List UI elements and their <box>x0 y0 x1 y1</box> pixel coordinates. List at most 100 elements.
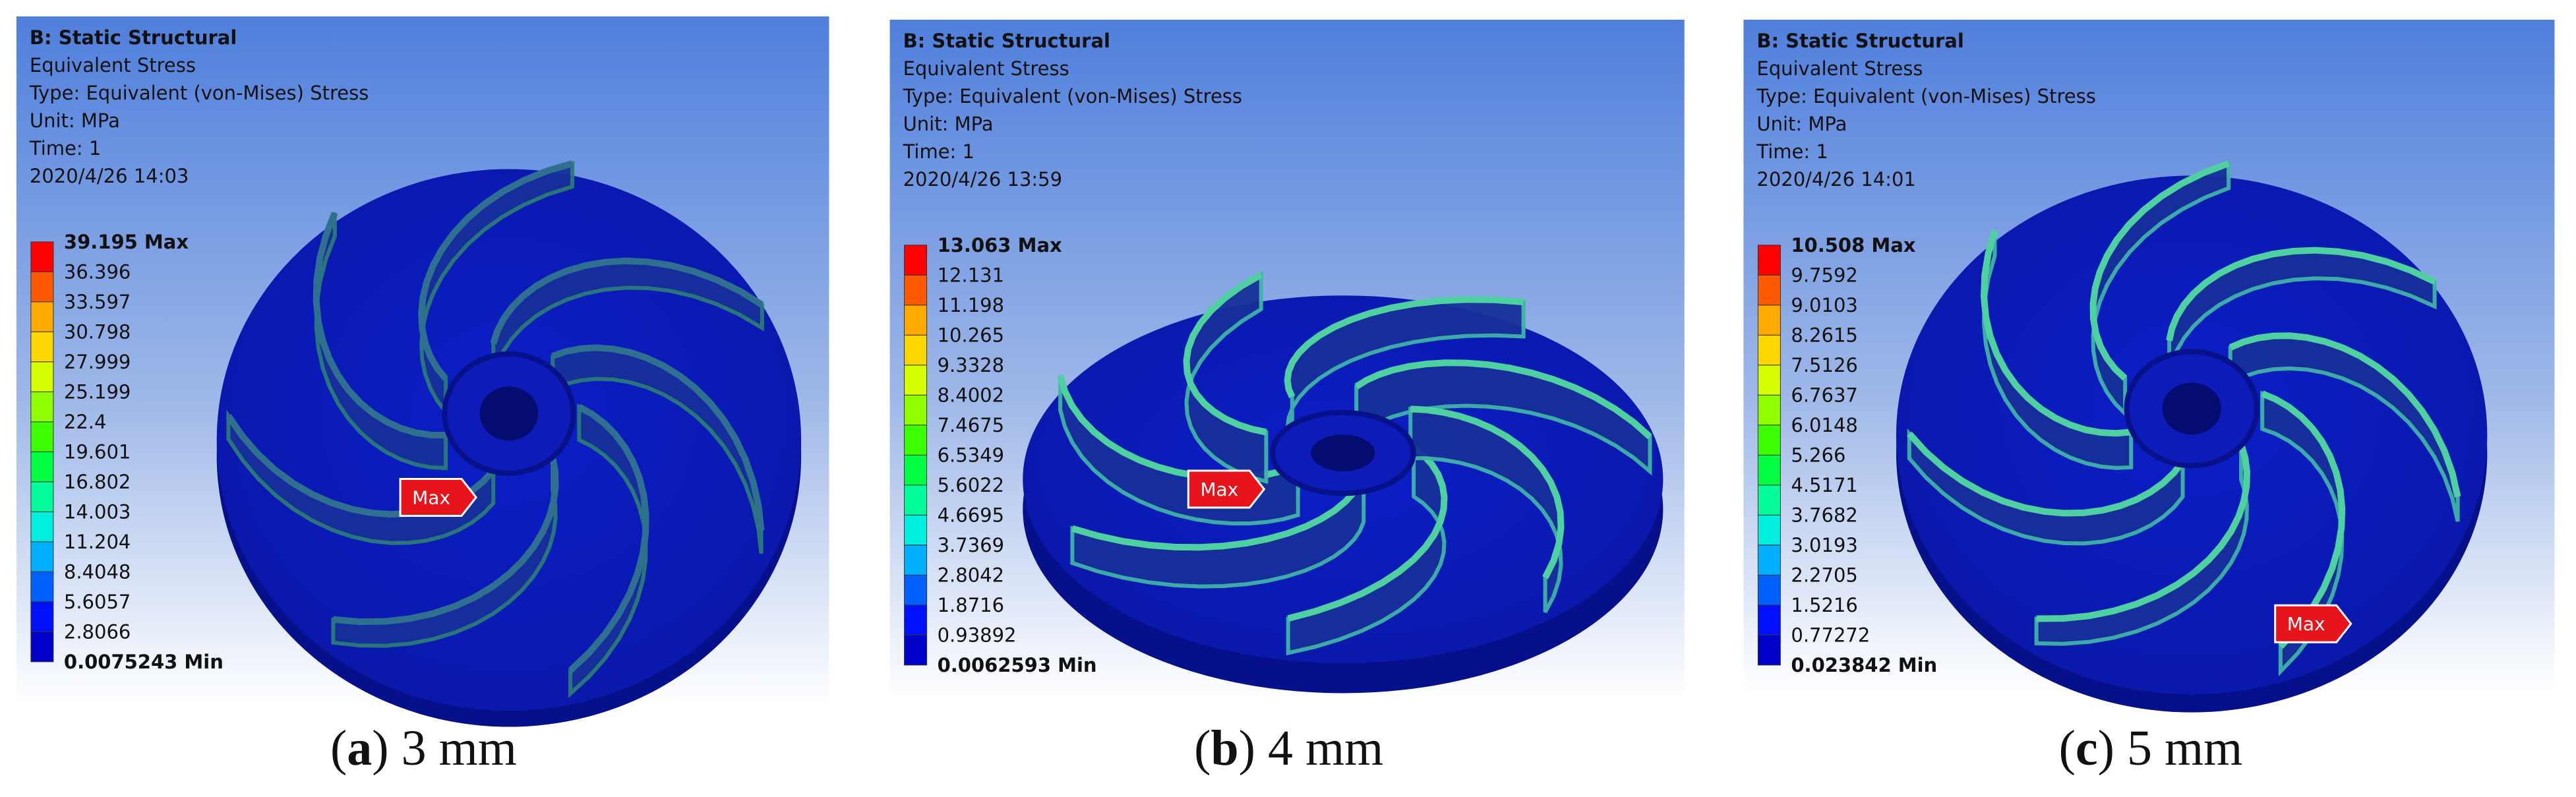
caption-part: ) 3 mm <box>372 721 517 776</box>
legend-swatch <box>30 601 54 632</box>
caption-part: ( <box>1194 721 1211 776</box>
header-line: Type: Equivalent (von-Mises) Stress <box>1756 85 2095 107</box>
legend-swatch <box>30 271 54 303</box>
header-line: B: Static Structural <box>30 26 237 49</box>
legend-swatch <box>904 574 928 606</box>
legend-label: 8.4002 <box>938 384 1004 406</box>
header-line: Time: 1 <box>29 137 101 160</box>
blade-edge <box>2089 160 2230 381</box>
panel: B: Static Structural Equivalent Stress Typ… <box>1743 19 2555 776</box>
legend-swatch <box>1757 485 1781 516</box>
legend-swatch <box>30 421 54 452</box>
legend-label: 6.5349 <box>938 444 1004 466</box>
legend-swatch <box>1757 425 1781 456</box>
legend-swatch <box>904 274 928 306</box>
legend-label: 9.0103 <box>1791 294 1857 316</box>
header-line: Equivalent Stress <box>903 57 1069 80</box>
legend-swatch <box>904 394 928 426</box>
legend-swatch <box>1757 245 1781 276</box>
legend-swatch <box>1757 334 1781 366</box>
blade-edge <box>1410 405 1565 579</box>
blade-edge <box>2036 443 2250 622</box>
blade-edge <box>1284 296 1524 399</box>
header-line: Time: 1 <box>903 140 974 163</box>
header-line: Unit: MPa <box>30 109 120 132</box>
header-line: B: Static Structural <box>1756 30 1963 52</box>
max-marker <box>2274 604 2352 643</box>
legend-swatch <box>904 425 928 456</box>
legend-swatch <box>30 331 54 363</box>
blade-edge <box>1354 359 1652 440</box>
legend-label: 3.7369 <box>938 534 1004 556</box>
legend-label: 8.2615 <box>1791 324 1857 346</box>
header-line: 2020/4/26 14:03 <box>30 165 189 187</box>
header-line: Type: Equivalent (von-Mises) Stress <box>29 82 369 104</box>
legend-label: 14.003 <box>64 500 131 523</box>
legend-swatch <box>904 454 928 486</box>
blade-edge <box>332 457 559 626</box>
legend-swatch <box>1757 574 1781 606</box>
max-label: Max <box>412 487 450 508</box>
legend-label: 5.266 <box>1791 444 1845 466</box>
legend-swatch <box>30 541 54 572</box>
caption-part: ) 5 mm <box>2098 721 2243 776</box>
legend-label: 33.597 <box>64 291 131 313</box>
caption-part: c <box>2076 721 2098 776</box>
legend-label: 6.0148 <box>1791 414 1857 436</box>
legend-label: 6.7637 <box>1791 384 1857 406</box>
legend-swatch <box>1757 365 1781 396</box>
caption: (c) 5 mm <box>2059 721 2243 776</box>
legend-label: 7.5126 <box>1791 354 1857 376</box>
legend-label: 13.063 Max <box>938 234 1062 256</box>
caption-part: b <box>1211 721 1238 776</box>
max-label: Max <box>1200 479 1238 500</box>
legend-swatch <box>904 305 928 336</box>
blade-edge <box>2261 390 2346 649</box>
panel: B: Static Structural Equivalent Stress Typ… <box>16 16 829 776</box>
caption-part: a <box>347 721 372 776</box>
legend-swatch <box>1757 394 1781 426</box>
legend-label: 11.198 <box>938 294 1004 316</box>
legend-label: 0.0062593 Min <box>938 654 1097 676</box>
blade-edge <box>1183 272 1267 436</box>
legend-swatch <box>904 485 928 516</box>
panel: B: Static Structural Equivalent Stress Typ… <box>889 19 1685 776</box>
header-line: 2020/4/26 14:01 <box>1756 168 1916 191</box>
blade-edge <box>568 403 649 673</box>
header-line: Unit: MPa <box>1756 113 1847 135</box>
legend-swatch <box>1757 274 1781 306</box>
legend-label: 0.77272 <box>1791 624 1870 646</box>
blade-edge <box>490 257 764 345</box>
max-marker <box>1187 469 1266 509</box>
legend-label: 22.4 <box>64 411 107 433</box>
legend-label: 4.6695 <box>938 504 1004 526</box>
legend-swatch <box>30 361 54 392</box>
legend-label: 39.195 Max <box>64 231 189 253</box>
legend-label: 8.4048 <box>64 560 131 583</box>
legend-label: 3.7682 <box>1791 504 1857 526</box>
legend-swatch <box>1757 454 1781 486</box>
header-line: Type: Equivalent (von-Mises) Stress <box>903 85 1242 107</box>
max-marker <box>399 477 478 517</box>
caption: (a) 3 mm <box>330 721 517 776</box>
caption: (b) 4 mm <box>1194 721 1383 776</box>
legend-swatch <box>1757 605 1781 635</box>
legend-swatch <box>1757 514 1781 546</box>
legend-label: 5.6057 <box>64 591 131 613</box>
legend-swatch <box>1757 545 1781 576</box>
legend-label: 9.7592 <box>1791 264 1857 286</box>
legend-swatch <box>30 631 54 663</box>
header-line: Unit: MPa <box>903 113 994 135</box>
blade-edge <box>1287 444 1448 622</box>
legend-swatch <box>30 391 54 423</box>
legend-label: 2.8066 <box>64 620 131 643</box>
header-line: Equivalent Stress <box>1756 57 1923 80</box>
legend-swatch <box>904 365 928 396</box>
legend-swatch <box>904 605 928 635</box>
legend-label: 16.802 <box>64 471 131 493</box>
legend-label: 3.0193 <box>1791 534 1857 556</box>
blade-edge <box>1981 230 2132 437</box>
legend-label: 1.5216 <box>1791 594 1857 616</box>
legend-label: 12.131 <box>938 264 1004 286</box>
